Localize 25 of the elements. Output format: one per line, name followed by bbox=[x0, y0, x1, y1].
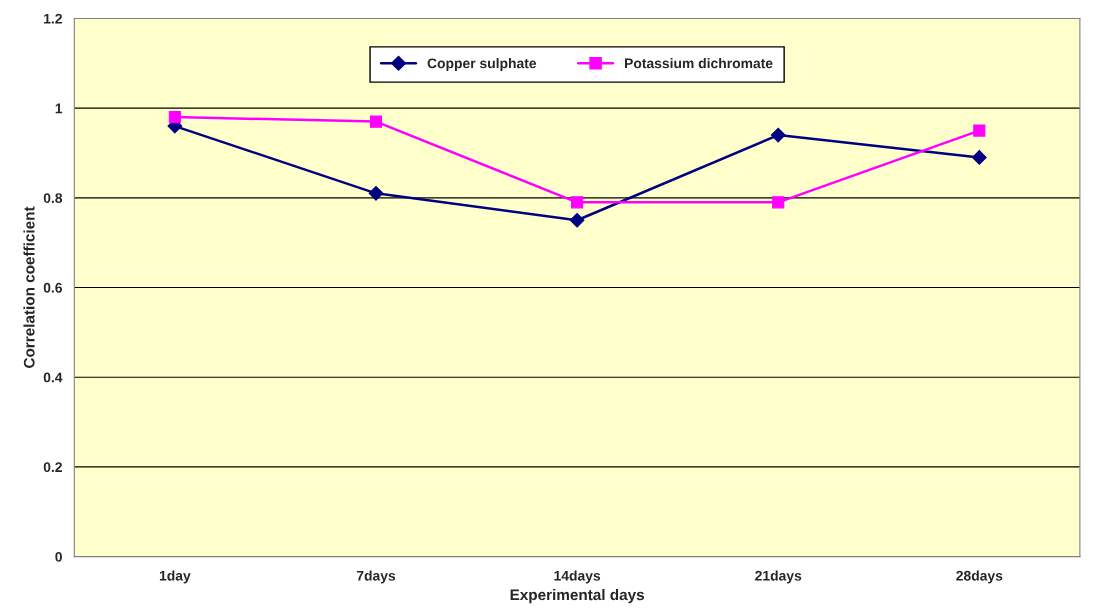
point bbox=[369, 115, 383, 128]
point bbox=[770, 127, 786, 143]
point bbox=[368, 185, 384, 201]
point bbox=[973, 124, 986, 137]
x-tick-label: 1day bbox=[159, 570, 191, 584]
y-tick-label: 0.4 bbox=[43, 372, 63, 383]
y-tick-label: 0.6 bbox=[43, 282, 63, 293]
legend-label: Copper sulphate bbox=[427, 58, 537, 71]
point bbox=[971, 150, 987, 165]
x-tick-label: 21days bbox=[755, 570, 802, 584]
point bbox=[772, 196, 785, 209]
point bbox=[168, 111, 181, 124]
x-axis-title: Experimental days bbox=[510, 588, 644, 604]
point bbox=[571, 196, 584, 209]
y-tick-label: 1 bbox=[55, 103, 63, 114]
y-tick-label: 0.2 bbox=[43, 462, 62, 473]
y-axis-title: Correlation coefficient bbox=[23, 206, 35, 368]
x-tick-label: 7days bbox=[356, 570, 396, 584]
y-tick-label: 0.8 bbox=[43, 193, 63, 203]
y-tick-label: 1.2 bbox=[44, 13, 62, 24]
legend-label: Potassium dichromate bbox=[625, 58, 773, 69]
x-tick-label: 14days bbox=[554, 570, 601, 584]
point bbox=[569, 212, 585, 228]
y-tick-label: 0 bbox=[55, 551, 62, 562]
x-tick-label: 28days bbox=[956, 570, 1003, 584]
